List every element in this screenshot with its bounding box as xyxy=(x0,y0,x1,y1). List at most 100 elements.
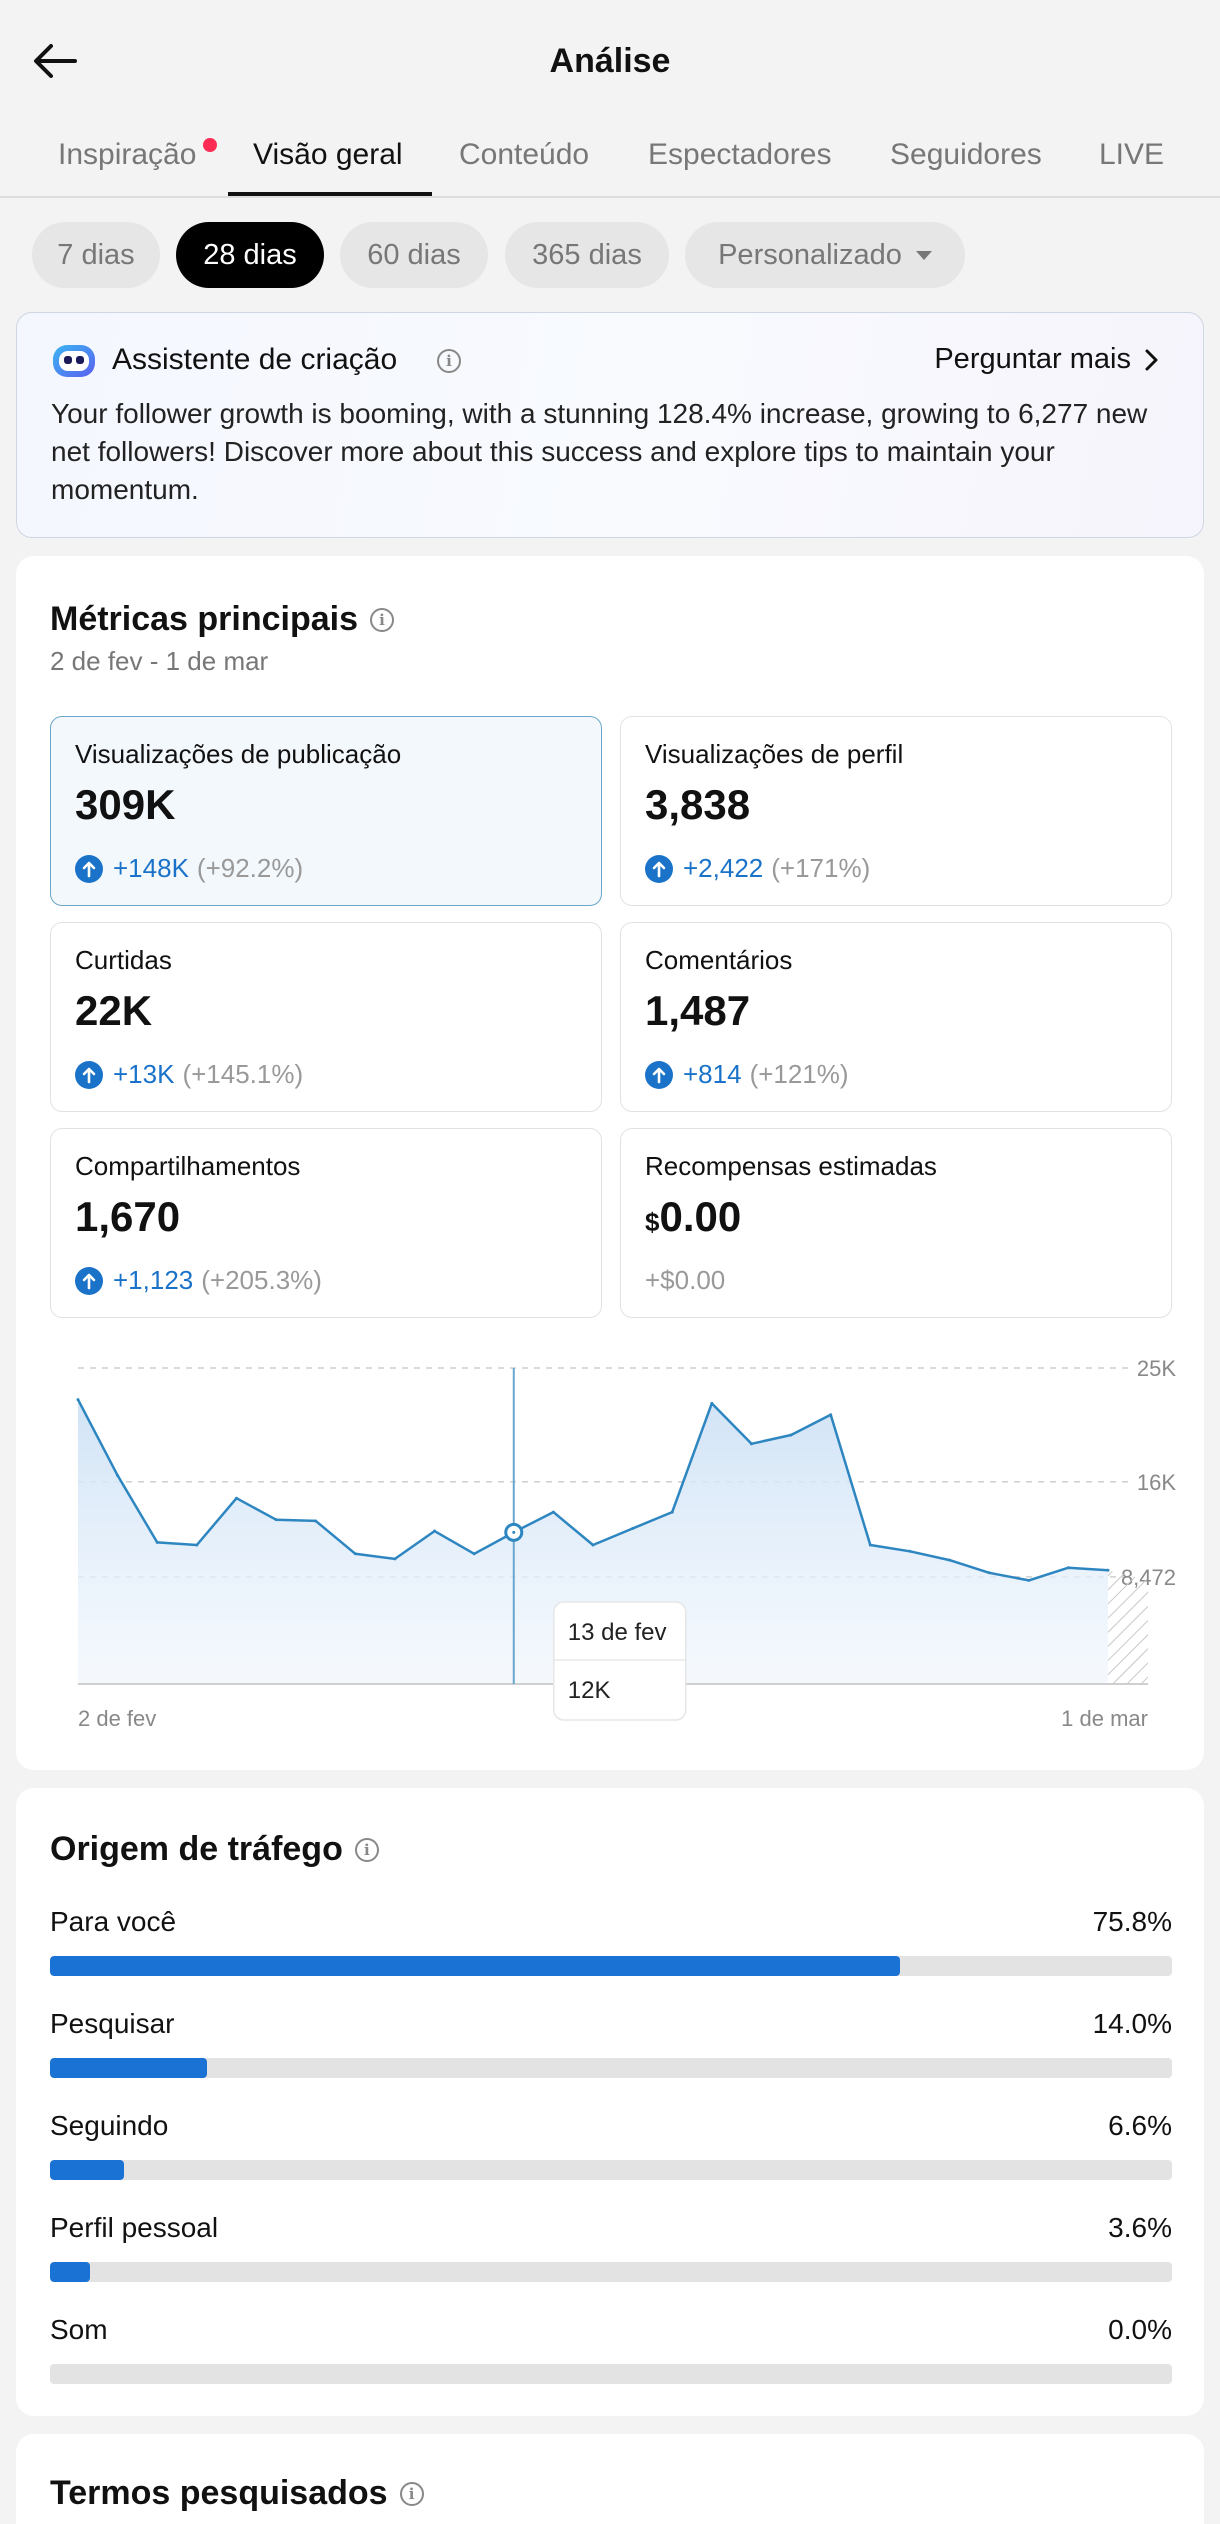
chart-data-point xyxy=(472,1552,476,1556)
info-icon[interactable]: i xyxy=(370,607,395,632)
range-custom-label: Personalizado xyxy=(718,238,902,271)
metric-change-pct: (+145.1%) xyxy=(182,1059,304,1089)
chart-data-point xyxy=(1066,1566,1070,1570)
tab-bar: Inspiração Visão geral Conteúdo Espectad… xyxy=(0,128,1220,198)
assistant-bot-icon xyxy=(53,345,95,377)
ask-more-label: Perguntar mais xyxy=(934,343,1131,375)
caret-down-icon xyxy=(915,250,932,260)
metric-card-profile-views[interactable]: Visualizações de perfil 3,838 +2,422 (+1… xyxy=(620,716,1172,906)
traffic-label: Perfil pessoal xyxy=(50,2212,219,2243)
traffic-bar-track xyxy=(50,2160,1172,2180)
tooltip-date: 13 de fev xyxy=(568,1619,667,1646)
traffic-bar-track xyxy=(50,1956,1172,1976)
range-60-days[interactable]: 60 dias xyxy=(340,222,488,288)
traffic-bar-fill xyxy=(50,2160,125,2180)
metric-label: Visualizações de publicação xyxy=(75,739,402,769)
metric-card-comments[interactable]: Comentários 1,487 +814 (+121%) xyxy=(620,922,1172,1112)
metric-value: 22K xyxy=(75,987,153,1034)
chart-data-point xyxy=(948,1558,952,1562)
tooltip-value: 12K xyxy=(568,1677,611,1704)
metric-change: +2,422 (+171%) xyxy=(645,853,870,884)
metric-label: Curtidas xyxy=(75,945,172,975)
active-tab-indicator xyxy=(228,192,432,196)
key-metrics-title: Métricas principais i xyxy=(50,600,395,639)
metric-card-post-views[interactable]: Visualizações de publicação 309K +148K (… xyxy=(50,716,602,906)
x-axis-label: 1 de mar xyxy=(1061,1706,1148,1731)
traffic-bar-track xyxy=(50,2262,1172,2282)
metric-change-pct: (+205.3%) xyxy=(201,1265,322,1295)
metric-change: +1,123 (+205.3%) xyxy=(75,1265,322,1296)
chart-data-point xyxy=(155,1540,159,1544)
chart-data-point xyxy=(1106,1568,1110,1572)
top-bar: Análise xyxy=(0,0,1220,128)
traffic-bar-track xyxy=(50,2364,1172,2384)
chart-data-point xyxy=(393,1557,397,1561)
tab-followers[interactable]: Seguidores xyxy=(890,138,1042,171)
key-metrics-panel: Métricas principais i 2 de fev - 1 de ma… xyxy=(16,556,1204,1770)
info-icon[interactable]: i xyxy=(437,349,461,373)
metric-value-number: 0.00 xyxy=(659,1193,742,1240)
ask-more-link[interactable]: Perguntar mais xyxy=(934,343,1163,376)
chart-data-point xyxy=(433,1529,437,1533)
range-28-days[interactable]: 28 dias xyxy=(176,222,324,288)
tab-content[interactable]: Conteúdo xyxy=(459,138,590,171)
chart-data-point xyxy=(1027,1578,1031,1582)
traffic-bar-fill xyxy=(50,2058,208,2078)
traffic-value: 6.6% xyxy=(1108,2110,1172,2141)
tab-viewers[interactable]: Espectadores xyxy=(648,138,832,171)
metric-change: +148K (+92.2%) xyxy=(75,853,303,884)
arrow-up-icon xyxy=(75,854,103,883)
chart-data-point xyxy=(314,1519,318,1523)
traffic-value: 14.0% xyxy=(1092,2008,1172,2039)
metric-card-estimated-rewards[interactable]: Recompensas estimadas $0.00 +$0.00 xyxy=(620,1128,1172,1318)
y-tick-label: 25K xyxy=(1137,1356,1176,1381)
metric-change-pct: (+171%) xyxy=(771,853,871,883)
arrow-up-icon xyxy=(645,854,673,883)
metric-change: +$0.00 xyxy=(645,1265,725,1296)
chart-data-point xyxy=(76,1398,80,1402)
chart-data-point xyxy=(829,1413,833,1417)
chart-data-point xyxy=(512,1530,516,1534)
traffic-value: 75.8% xyxy=(1092,1906,1172,1937)
metric-label: Compartilhamentos xyxy=(75,1151,301,1181)
metric-change-value: +814 xyxy=(683,1059,742,1089)
key-metrics-title-text: Métricas principais xyxy=(50,600,359,638)
range-365-days[interactable]: 365 dias xyxy=(505,222,669,288)
info-icon[interactable]: i xyxy=(399,2481,424,2506)
arrow-up-icon xyxy=(645,1060,673,1089)
tab-inspiration[interactable]: Inspiração xyxy=(58,138,197,171)
chart-data-point xyxy=(868,1543,872,1547)
range-7-days[interactable]: 7 dias xyxy=(32,222,160,288)
metric-change-value: +148K xyxy=(113,853,189,883)
metric-value: 1,487 xyxy=(645,987,751,1034)
metric-label: Recompensas estimadas xyxy=(645,1151,937,1181)
assistant-message: Your follower growth is booming, with a … xyxy=(51,398,1148,505)
range-custom-dropdown[interactable]: Personalizado xyxy=(685,222,965,288)
chart-data-point xyxy=(116,1473,120,1477)
traffic-source-title: Origem de tráfego i xyxy=(50,1830,379,1869)
chart-data-point xyxy=(353,1552,357,1556)
metric-card-shares[interactable]: Compartilhamentos 1,670 +1,123 (+205.3%) xyxy=(50,1128,602,1318)
chart-data-point xyxy=(749,1442,753,1446)
arrow-up-icon xyxy=(75,1266,103,1295)
back-arrow-icon xyxy=(34,44,77,78)
metric-card-likes[interactable]: Curtidas 22K +13K (+145.1%) xyxy=(50,922,602,1112)
notification-dot xyxy=(203,138,217,152)
traffic-label: Para você xyxy=(50,1906,177,1937)
metric-change-value: +$0.00 xyxy=(645,1265,726,1295)
arrow-up-icon xyxy=(75,1060,103,1089)
chart-data-point xyxy=(631,1527,635,1531)
info-icon[interactable]: i xyxy=(354,1837,379,1862)
tab-live[interactable]: LIVE xyxy=(1099,138,1165,171)
metric-change-pct: (+92.2%) xyxy=(196,853,304,883)
back-button[interactable] xyxy=(30,36,80,86)
metric-change-value: +13K xyxy=(113,1059,175,1089)
chart-data-point xyxy=(551,1510,555,1514)
tab-overview[interactable]: Visão geral xyxy=(253,138,403,171)
chart-data-point xyxy=(274,1518,278,1522)
metric-change: +13K (+145.1%) xyxy=(75,1059,303,1090)
metric-value: 1,670 xyxy=(75,1193,181,1240)
creation-assistant-card[interactable]: Assistente de criação i Perguntar mais Y… xyxy=(16,312,1204,538)
chart-data-point xyxy=(789,1433,793,1437)
